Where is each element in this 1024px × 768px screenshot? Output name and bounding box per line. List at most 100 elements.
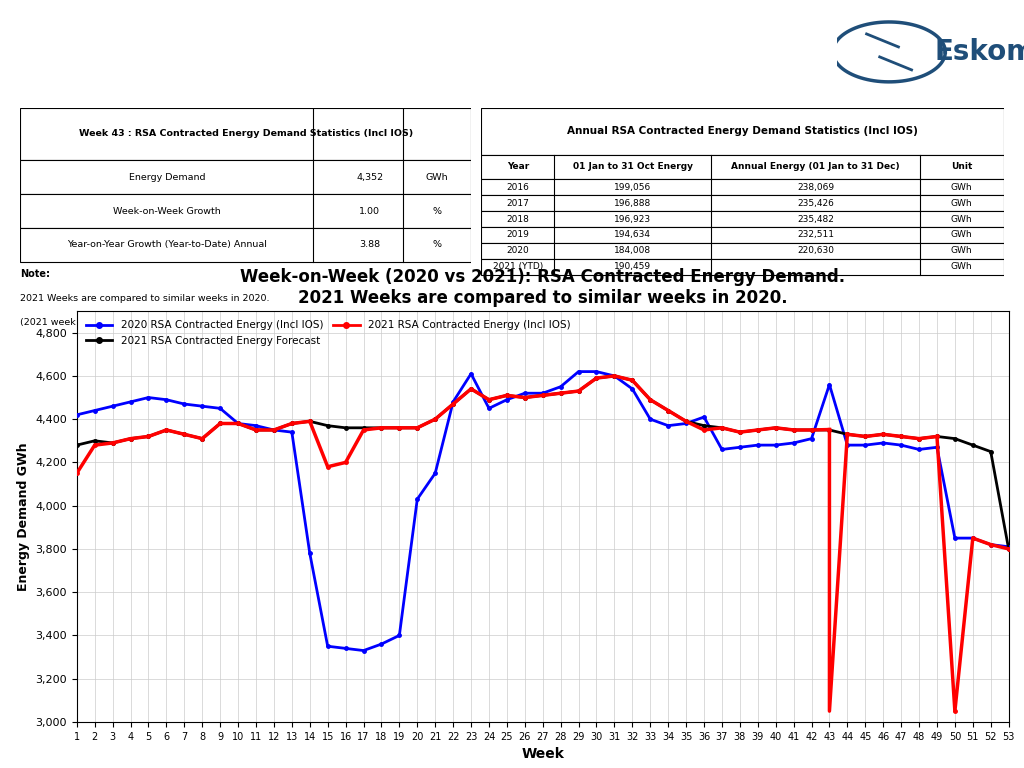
2021 RSA Contracted Energy (Incl IOS)	[627, 376, 639, 385]
Text: (2021 week 1 ~ 2020 week 1): (2021 week 1 ~ 2020 week 1)	[20, 318, 164, 327]
Text: 2020: 2020	[507, 247, 529, 256]
2020 RSA Contracted Energy (Incl IOS)	[716, 445, 728, 454]
Text: Eskom: Eskom	[934, 38, 1024, 66]
2021 RSA Contracted Energy (Incl IOS)	[178, 430, 190, 439]
2021 RSA Contracted Energy (Incl IOS)	[644, 395, 656, 404]
Text: %: %	[433, 240, 441, 250]
2021 RSA Contracted Energy (Incl IOS)	[214, 419, 226, 428]
2021 RSA Contracted Energy Forecast	[644, 395, 656, 404]
2021 RSA Contracted Energy (Incl IOS)	[733, 428, 745, 437]
Text: 235,426: 235,426	[797, 198, 834, 207]
Bar	[481, 179, 1004, 195]
2021 RSA Contracted Energy Forecast	[1002, 545, 1015, 554]
Text: Week-on-Week Growth: Week-on-Week Growth	[113, 207, 221, 216]
2021 RSA Contracted Energy (Incl IOS)	[555, 389, 567, 398]
Line: 2021 RSA Contracted Energy (Incl IOS): 2021 RSA Contracted Energy (Incl IOS)	[75, 374, 831, 475]
X-axis label: Week: Week	[521, 747, 564, 761]
Line: 2021 RSA Contracted Energy Forecast: 2021 RSA Contracted Energy Forecast	[75, 374, 1011, 551]
2021 RSA Contracted Energy (Incl IOS)	[268, 425, 281, 435]
Text: GWh: GWh	[951, 214, 973, 223]
2021 RSA Contracted Energy (Incl IOS)	[125, 434, 137, 443]
Text: GWh: GWh	[951, 230, 973, 240]
2021 RSA Contracted Energy Forecast	[322, 421, 334, 430]
2021 RSA Contracted Energy (Incl IOS)	[572, 386, 585, 396]
Text: 1.00: 1.00	[359, 207, 380, 216]
Bar	[481, 227, 1004, 243]
Text: 220,630: 220,630	[797, 247, 834, 256]
Text: 194,634: 194,634	[614, 230, 651, 240]
Text: Year-on-Year Growth (Year-to-Date) Annual: Year-on-Year Growth (Year-to-Date) Annua…	[67, 240, 267, 250]
2021 RSA Contracted Energy Forecast	[806, 425, 818, 435]
2021 RSA Contracted Energy (Incl IOS)	[250, 425, 262, 435]
2021 RSA Contracted Energy (Incl IOS)	[322, 462, 334, 472]
2021 RSA Contracted Energy (Incl IOS)	[197, 434, 209, 443]
2021 RSA Contracted Energy (Incl IOS)	[340, 458, 352, 467]
Text: Energy Demand: Energy Demand	[129, 173, 205, 182]
Text: 196,923: 196,923	[614, 214, 651, 223]
2021 RSA Contracted Energy (Incl IOS)	[357, 425, 370, 435]
Bar	[20, 108, 471, 161]
2021 RSA Contracted Energy (Incl IOS)	[806, 425, 818, 435]
2021 RSA Contracted Energy (Incl IOS)	[698, 425, 711, 435]
2021 RSA Contracted Energy (Incl IOS)	[680, 417, 692, 426]
Bar	[481, 211, 1004, 227]
Text: 232,511: 232,511	[797, 230, 834, 240]
2021 RSA Contracted Energy (Incl IOS)	[286, 419, 298, 428]
Text: 2017: 2017	[507, 198, 529, 207]
Legend: 2020 RSA Contracted Energy (Incl IOS), 2021 RSA Contracted Energy Forecast, 2021: 2020 RSA Contracted Energy (Incl IOS), 2…	[82, 316, 574, 349]
2021 RSA Contracted Energy (Incl IOS)	[590, 373, 602, 382]
Y-axis label: Energy Demand GWh: Energy Demand GWh	[16, 442, 30, 591]
Text: GWh: GWh	[951, 183, 973, 191]
Text: 184,008: 184,008	[614, 247, 651, 256]
2021 RSA Contracted Energy (Incl IOS)	[501, 391, 513, 400]
Text: 01 Jan to 31 Oct Energy: 01 Jan to 31 Oct Energy	[572, 162, 692, 171]
2021 RSA Contracted Energy (Incl IOS)	[393, 423, 406, 432]
2021 RSA Contracted Energy (Incl IOS)	[823, 425, 836, 434]
2021 RSA Contracted Energy (Incl IOS)	[465, 384, 477, 393]
2021 RSA Contracted Energy (Incl IOS)	[519, 393, 531, 402]
2020 RSA Contracted Energy (Incl IOS)	[357, 646, 370, 655]
2021 RSA Contracted Energy (Incl IOS)	[787, 425, 800, 435]
Text: GWh: GWh	[951, 263, 973, 271]
2021 RSA Contracted Energy Forecast	[627, 376, 639, 385]
Text: 190,459: 190,459	[614, 263, 651, 271]
Bar	[481, 108, 1004, 154]
2021 RSA Contracted Energy (Incl IOS)	[446, 399, 459, 409]
Bar	[20, 161, 471, 194]
2020 RSA Contracted Energy (Incl IOS)	[71, 410, 83, 419]
Text: Unit: Unit	[951, 162, 973, 171]
2021 RSA Contracted Energy Forecast	[913, 434, 926, 443]
Text: 2019: 2019	[507, 230, 529, 240]
Bar	[20, 194, 471, 228]
2021 RSA Contracted Energy (Incl IOS)	[608, 371, 621, 380]
2021 RSA Contracted Energy (Incl IOS)	[429, 415, 441, 424]
Text: Week 43 : RSA Contracted Energy Demand Statistics (Incl IOS): Week 43 : RSA Contracted Energy Demand S…	[79, 129, 413, 138]
2021 RSA Contracted Energy Forecast	[680, 417, 692, 426]
Text: 196,888: 196,888	[614, 198, 651, 207]
2021 RSA Contracted Energy (Incl IOS)	[537, 391, 549, 400]
2021 RSA Contracted Energy (Incl IOS)	[663, 406, 675, 415]
Text: 238,069: 238,069	[797, 183, 835, 191]
Text: Annual RSA Contracted Energy Demand Statistics (Incl IOS): Annual RSA Contracted Energy Demand Stat…	[567, 126, 918, 136]
Bar	[481, 154, 1004, 179]
2021 RSA Contracted Energy (Incl IOS)	[770, 423, 782, 432]
2021 RSA Contracted Energy (Incl IOS)	[376, 423, 388, 432]
2021 RSA Contracted Energy Forecast	[71, 441, 83, 450]
Text: 199,056: 199,056	[614, 183, 651, 191]
Bar	[481, 259, 1004, 275]
Text: GWh: GWh	[426, 173, 449, 182]
Title: Week-on-Week (2020 vs 2021): RSA Contracted Energy Demand.
2021 Weeks are compar: Week-on-Week (2020 vs 2021): RSA Contrac…	[241, 268, 845, 306]
2021 RSA Contracted Energy (Incl IOS)	[142, 432, 155, 441]
2020 RSA Contracted Energy (Incl IOS)	[644, 415, 656, 424]
Text: Annual Energy (01 Jan to 31 Dec): Annual Energy (01 Jan to 31 Dec)	[731, 162, 900, 171]
Bar	[481, 243, 1004, 259]
2020 RSA Contracted Energy (Incl IOS)	[322, 641, 334, 650]
Text: 3.88: 3.88	[359, 240, 380, 250]
Text: 4,352: 4,352	[356, 173, 383, 182]
2021 RSA Contracted Energy (Incl IOS)	[752, 425, 764, 435]
Bar	[481, 195, 1004, 211]
Text: 235,482: 235,482	[797, 214, 834, 223]
2020 RSA Contracted Energy (Incl IOS)	[663, 421, 675, 430]
Text: Year: Year	[507, 162, 529, 171]
Text: 2016: 2016	[507, 183, 529, 191]
